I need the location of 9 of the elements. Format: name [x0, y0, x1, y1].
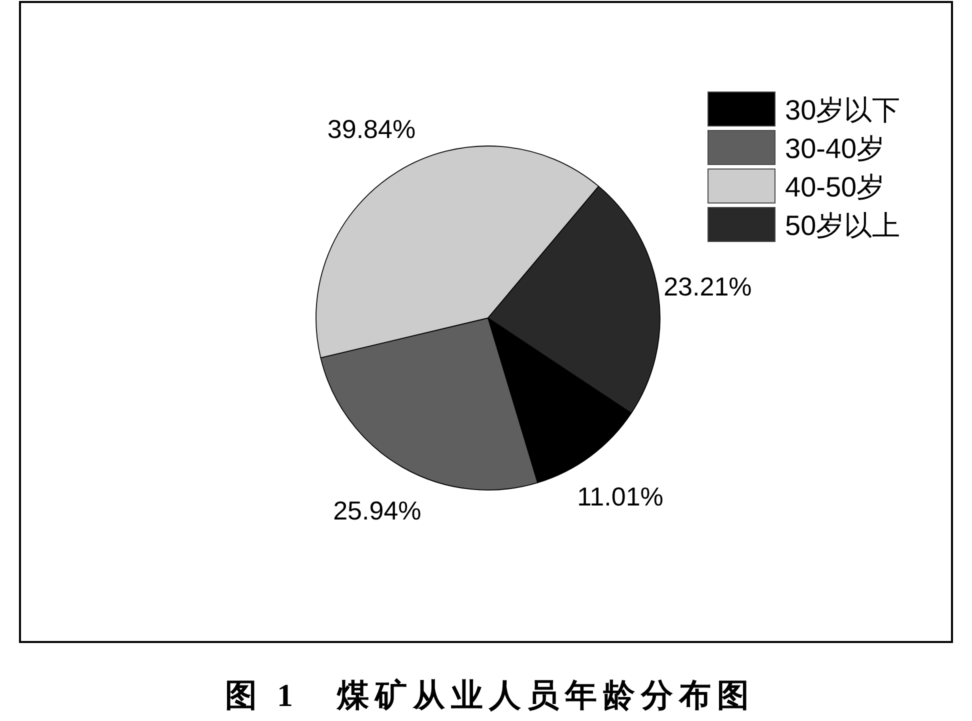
data-label: 39.84%: [327, 114, 416, 144]
legend-label: 40-50岁: [785, 172, 885, 202]
legend-label: 30-40岁: [785, 133, 885, 164]
data-label: 11.01%: [577, 481, 664, 512]
legend-label: 50岁以上: [785, 210, 900, 241]
data-label: 25.94%: [333, 495, 422, 526]
legend-label: 30岁以下: [785, 94, 900, 126]
data-label: 23.21%: [664, 271, 752, 302]
text: 图 1 煤矿从业人员年龄分布图: [225, 677, 755, 713]
